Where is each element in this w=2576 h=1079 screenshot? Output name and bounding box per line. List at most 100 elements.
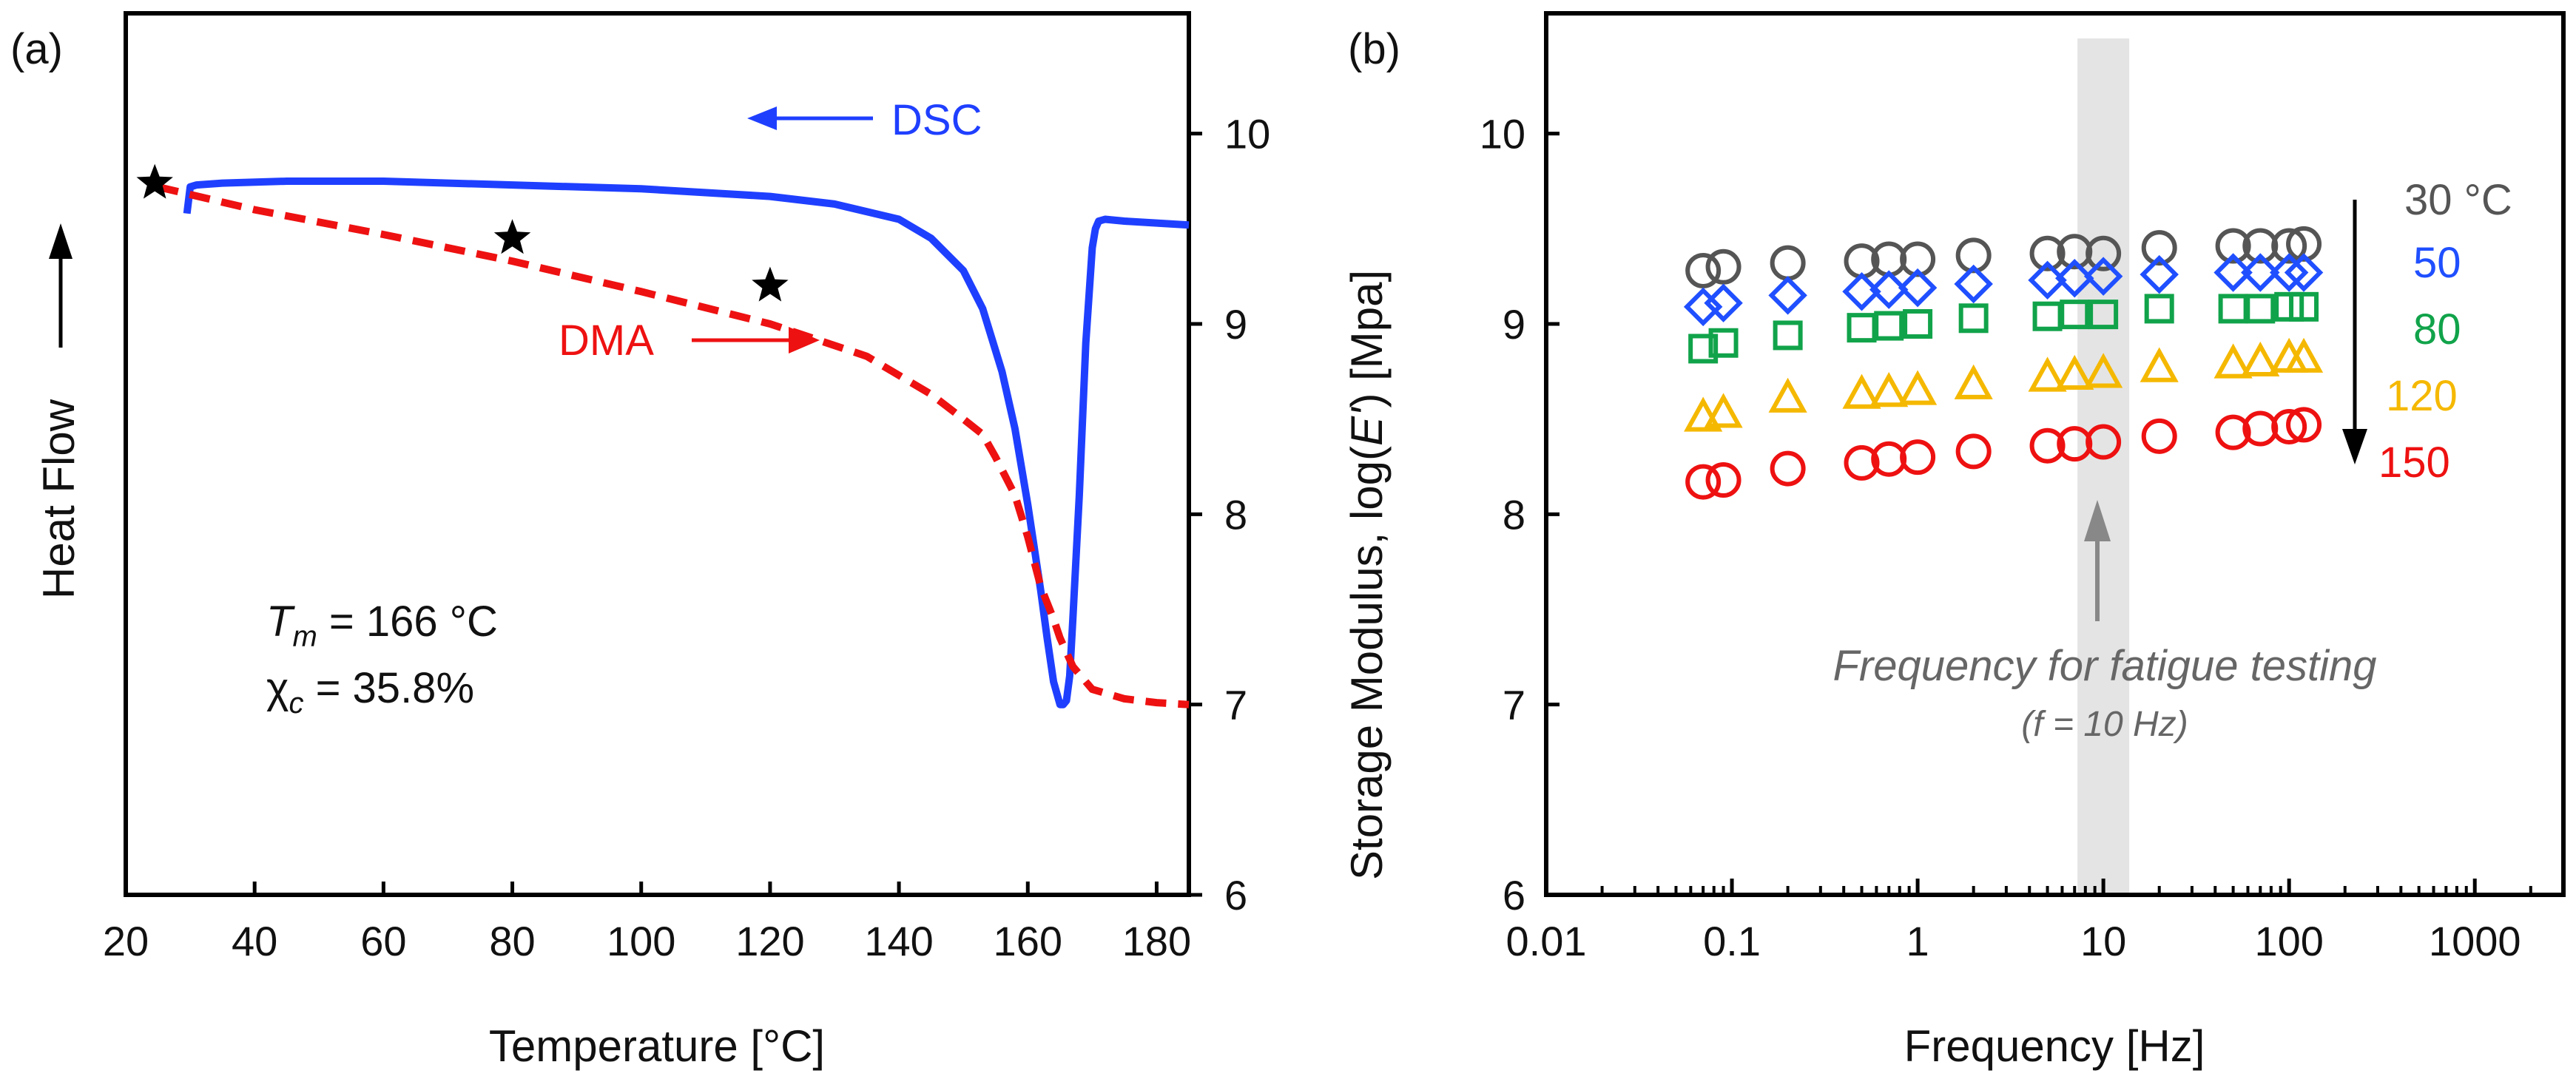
y-right-tick-label: 9 [1224, 301, 1247, 348]
fatigue-arrow-icon [2084, 500, 2111, 621]
series-150 [1685, 407, 2322, 500]
point-50 [2213, 253, 2253, 292]
point-150 [1705, 462, 1742, 498]
dma-label: DMA [559, 317, 654, 365]
point-30 [1900, 241, 1936, 277]
point-120 [1768, 377, 1807, 413]
panel-a-plot-frame [124, 11, 1191, 897]
fatigue-frequency: (f = 10 Hz) [2021, 705, 2188, 744]
dsc-arrow-icon [747, 106, 873, 130]
point-150 [2286, 407, 2322, 443]
point-50 [1954, 264, 1993, 304]
legend-150: 150 [2378, 439, 2450, 487]
point-80 [1688, 334, 1719, 364]
panel-b-y-axis-title-group: Storage Modulus, log(E') [Mpa] [1342, 270, 1392, 880]
dma-curve [157, 183, 1190, 708]
point-120 [1869, 372, 1909, 407]
point-30 [2141, 230, 2177, 266]
heat-flow-arrow-icon [49, 223, 73, 348]
y-right-tick-label: 10 [1224, 111, 1270, 158]
point-120 [2055, 354, 2094, 390]
y-tick-label: 8 [1503, 491, 1525, 538]
point-120 [1898, 370, 1938, 405]
point-80 [1708, 328, 1739, 358]
point-120 [2084, 353, 2123, 388]
panel-b-y-axis-title: Storage Modulus, log(E') [Mpa] [1342, 270, 1392, 880]
point-120 [1954, 364, 1993, 399]
y-tick-label: 6 [1503, 872, 1525, 919]
melting-temp-text: Tm = 166 °C [266, 598, 498, 653]
gray-highlight-band [2077, 38, 2130, 895]
panel-a-label: (a) [10, 25, 63, 73]
panel-a: (a) 20 40 60 80 100 120 140 160 180 6 7 8 9 10 Heat F… [10, 11, 1270, 1071]
y-tick-label: 7 [1503, 682, 1525, 728]
point-80 [2245, 294, 2276, 324]
panel-a-ticks: 20 40 60 80 100 120 140 160 180 6 7 8 9 10 [103, 111, 1270, 964]
x-tick-label: 180 [1122, 918, 1191, 964]
y-tick-label: 10 [1480, 111, 1525, 158]
point-120 [2028, 356, 2067, 392]
fatigue-annotation: Frequency for fatigue testing [1832, 642, 2376, 690]
point-80 [2144, 294, 2174, 324]
legend-30: 30 °C [2404, 176, 2512, 224]
point-30 [2215, 228, 2251, 264]
series-50 [1683, 253, 2324, 327]
panel-a-marks [136, 163, 1190, 708]
point-150 [1900, 439, 1936, 476]
y-right-tick-label: 6 [1224, 872, 1247, 919]
point-50 [2140, 254, 2179, 294]
point-30 [1770, 245, 1806, 281]
point-80 [2218, 294, 2248, 324]
point-120 [2140, 347, 2179, 382]
panel-b-label: (b) [1348, 25, 1400, 73]
x-tick-label: 60 [360, 918, 406, 964]
point-80 [1874, 311, 1904, 341]
point-150 [1770, 450, 1806, 487]
series-80 [1688, 291, 2319, 364]
x-tick-label: 160 [994, 918, 1062, 964]
star-icon [493, 219, 531, 254]
x-tick-label: 100 [2254, 918, 2323, 964]
point-50 [2269, 253, 2309, 292]
point-80 [2060, 300, 2090, 330]
point-120 [2241, 341, 2280, 377]
x-tick-label: 1000 [2429, 918, 2521, 964]
y-tick-label: 9 [1503, 301, 1525, 348]
panel-b: (b) 0.01 0.1 1 10 100 1000 6 7 8 9 10 Storage Modu… [1342, 11, 2566, 1071]
x-tick-label: 140 [864, 918, 933, 964]
point-30 [2271, 228, 2307, 264]
dma-arrow-icon [692, 327, 820, 354]
point-150 [1955, 433, 1992, 470]
point-80 [2032, 301, 2063, 331]
x-tick-label: 120 [735, 918, 804, 964]
dsc-label: DSC [891, 96, 982, 144]
point-50 [1704, 283, 1743, 322]
x-tick-label: 40 [232, 918, 277, 964]
point-30 [2286, 226, 2322, 262]
point-30 [1705, 248, 1742, 285]
point-150 [2215, 414, 2251, 450]
point-30 [2029, 235, 2066, 271]
point-30 [1685, 252, 1722, 288]
point-120 [1842, 373, 1881, 409]
point-50 [2028, 260, 2067, 300]
y-right-tick-label: 7 [1224, 682, 1247, 728]
point-50 [1869, 270, 1909, 309]
x-tick-label: 10 [2080, 918, 2126, 964]
y-right-tick-label: 8 [1224, 491, 1247, 538]
series-120 [1684, 337, 2324, 432]
point-30 [1955, 237, 1992, 274]
point-120 [2213, 343, 2253, 379]
x-tick-label: 1 [1906, 918, 1929, 964]
point-50 [1842, 272, 1881, 311]
panel-b-plot-frame [1544, 11, 2566, 897]
point-80 [2289, 291, 2319, 322]
x-tick-label: 100 [607, 918, 675, 964]
panel-b-ticks: 0.01 0.1 1 10 100 1000 6 7 8 9 10 [1480, 111, 2565, 964]
point-50 [1683, 287, 1723, 327]
x-tick-label: 80 [489, 918, 535, 964]
point-50 [1898, 268, 1938, 308]
point-80 [1773, 320, 1803, 351]
panel-a-x-axis-title: Temperature [°C] [489, 1021, 825, 1071]
